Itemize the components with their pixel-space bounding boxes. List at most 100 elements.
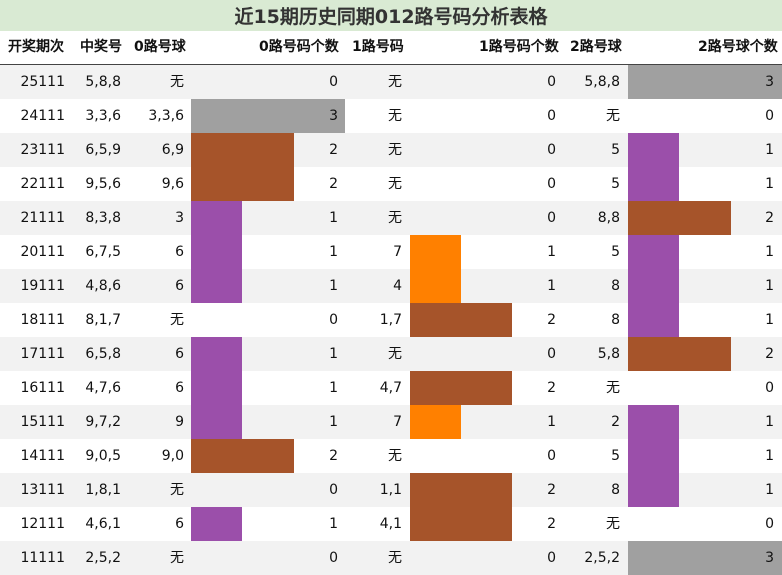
period-cell: 20111 [20, 244, 65, 260]
period-cell: 11111 [20, 550, 65, 566]
zero-balls-cell: 3 [175, 210, 184, 226]
period-cell: 21111 [20, 210, 65, 226]
numbers-cell: 4,7,6 [85, 380, 121, 396]
zero-count-bar [191, 201, 242, 235]
zero-count-value: 2 [329, 176, 338, 192]
zero-count-bar [191, 439, 294, 473]
table-row: 21111 8,3,8 3 无 8,8 1 0 2 [0, 201, 782, 235]
zero-balls-cell: 9,6 [161, 176, 184, 192]
numbers-cell: 6,5,9 [85, 142, 121, 158]
one-count-value: 1 [547, 278, 556, 294]
one-balls-cell: 4 [393, 278, 402, 294]
zero-balls-cell: 6 [175, 346, 184, 362]
period-cell: 17111 [20, 346, 65, 362]
zero-count-bar [191, 269, 242, 303]
numbers-cell: 6,5,8 [85, 346, 121, 362]
two-count-value: 2 [765, 346, 774, 362]
zero-count-bar [191, 507, 242, 541]
zero-count-value: 0 [329, 482, 338, 498]
two-count-value: 1 [765, 278, 774, 294]
zero-balls-cell: 6 [175, 244, 184, 260]
table-row: 16111 4,7,6 6 4,7 无 1 2 0 [0, 371, 782, 405]
zero-balls-cell: 9,0 [161, 448, 184, 464]
two-count-value: 0 [765, 108, 774, 124]
two-count-value: 1 [765, 414, 774, 430]
one-balls-cell: 无 [388, 108, 402, 124]
header-numbers: 中奖号 [80, 39, 122, 55]
two-count-value: 1 [765, 142, 774, 158]
numbers-cell: 3,3,6 [85, 108, 121, 124]
numbers-cell: 9,7,2 [85, 414, 121, 430]
two-count-bar [628, 405, 679, 439]
period-cell: 16111 [20, 380, 65, 396]
table-title: 近15期历史同期012路号码分析表格 [0, 0, 782, 32]
two-count-bar [628, 337, 731, 371]
one-count-value: 0 [547, 176, 556, 192]
zero-count-value: 0 [329, 312, 338, 328]
two-count-bar [628, 167, 679, 201]
zero-count-value: 1 [329, 414, 338, 430]
two-count-bar [628, 65, 782, 99]
zero-balls-cell: 6 [175, 278, 184, 294]
two-count-value: 2 [765, 210, 774, 226]
one-balls-cell: 无 [388, 448, 402, 464]
zero-count-bar [191, 337, 242, 371]
two-count-value: 0 [765, 516, 774, 532]
zero-count-value: 1 [329, 380, 338, 396]
zero-count-value: 1 [329, 278, 338, 294]
table-row: 12111 4,6,1 6 4,1 无 1 2 0 [0, 507, 782, 541]
header-zero-balls: 0路号球 [134, 39, 186, 55]
two-balls-cell: 2,5,2 [584, 550, 620, 566]
numbers-cell: 8,1,7 [85, 312, 121, 328]
one-count-value: 0 [547, 108, 556, 124]
one-count-bar [410, 473, 512, 507]
numbers-cell: 9,5,6 [85, 176, 121, 192]
zero-count-bar [191, 99, 345, 133]
one-balls-cell: 无 [388, 74, 402, 90]
table-row: 19111 4,8,6 6 4 8 1 1 1 [0, 269, 782, 303]
one-count-value: 0 [547, 74, 556, 90]
one-balls-cell: 无 [388, 346, 402, 362]
two-count-value: 1 [765, 448, 774, 464]
two-count-value: 1 [765, 482, 774, 498]
zero-balls-cell: 无 [170, 74, 184, 90]
two-count-bar [628, 201, 731, 235]
table-row: 17111 6,5,8 6 无 5,8 1 0 2 [0, 337, 782, 371]
header-one-count: 1路号码个数 [479, 39, 559, 55]
two-count-value: 3 [765, 74, 774, 90]
numbers-cell: 5,8,8 [85, 74, 121, 90]
table-row: 13111 1,8,1 无 1,1 8 0 2 1 [0, 473, 782, 507]
two-count-bar [628, 269, 679, 303]
two-balls-cell: 5 [611, 244, 620, 260]
two-balls-cell: 5 [611, 176, 620, 192]
period-cell: 18111 [20, 312, 65, 328]
two-balls-cell: 无 [606, 108, 620, 124]
one-balls-cell: 无 [388, 550, 402, 566]
numbers-cell: 9,0,5 [85, 448, 121, 464]
one-count-bar [410, 269, 461, 303]
table-row: 20111 6,7,5 6 7 5 1 1 1 [0, 235, 782, 269]
period-cell: 15111 [20, 414, 65, 430]
header-two-balls: 2路号球 [570, 39, 622, 55]
table-row: 18111 8,1,7 无 1,7 8 0 2 1 [0, 303, 782, 337]
zero-count-value: 1 [329, 244, 338, 260]
two-count-bar [628, 473, 679, 507]
period-cell: 12111 [20, 516, 65, 532]
zero-count-bar [191, 133, 294, 167]
two-count-value: 1 [765, 176, 774, 192]
zero-count-value: 3 [329, 108, 338, 124]
one-balls-cell: 4,7 [379, 380, 402, 396]
table-row: 22111 9,5,6 9,6 无 5 2 0 1 [0, 167, 782, 201]
zero-count-bar [191, 405, 242, 439]
one-count-value: 2 [547, 380, 556, 396]
two-balls-cell: 5,8,8 [584, 74, 620, 90]
zero-balls-cell: 6 [175, 380, 184, 396]
table-header: 开奖期次 中奖号 0路号球 0路号码个数 1路号码 1路号码个数 2路号球 2路… [0, 31, 782, 65]
numbers-cell: 4,6,1 [85, 516, 121, 532]
numbers-cell: 8,3,8 [85, 210, 121, 226]
zero-balls-cell: 6 [175, 516, 184, 532]
two-count-bar [628, 439, 679, 473]
zero-count-value: 2 [329, 142, 338, 158]
two-balls-cell: 8 [611, 482, 620, 498]
two-balls-cell: 5 [611, 448, 620, 464]
